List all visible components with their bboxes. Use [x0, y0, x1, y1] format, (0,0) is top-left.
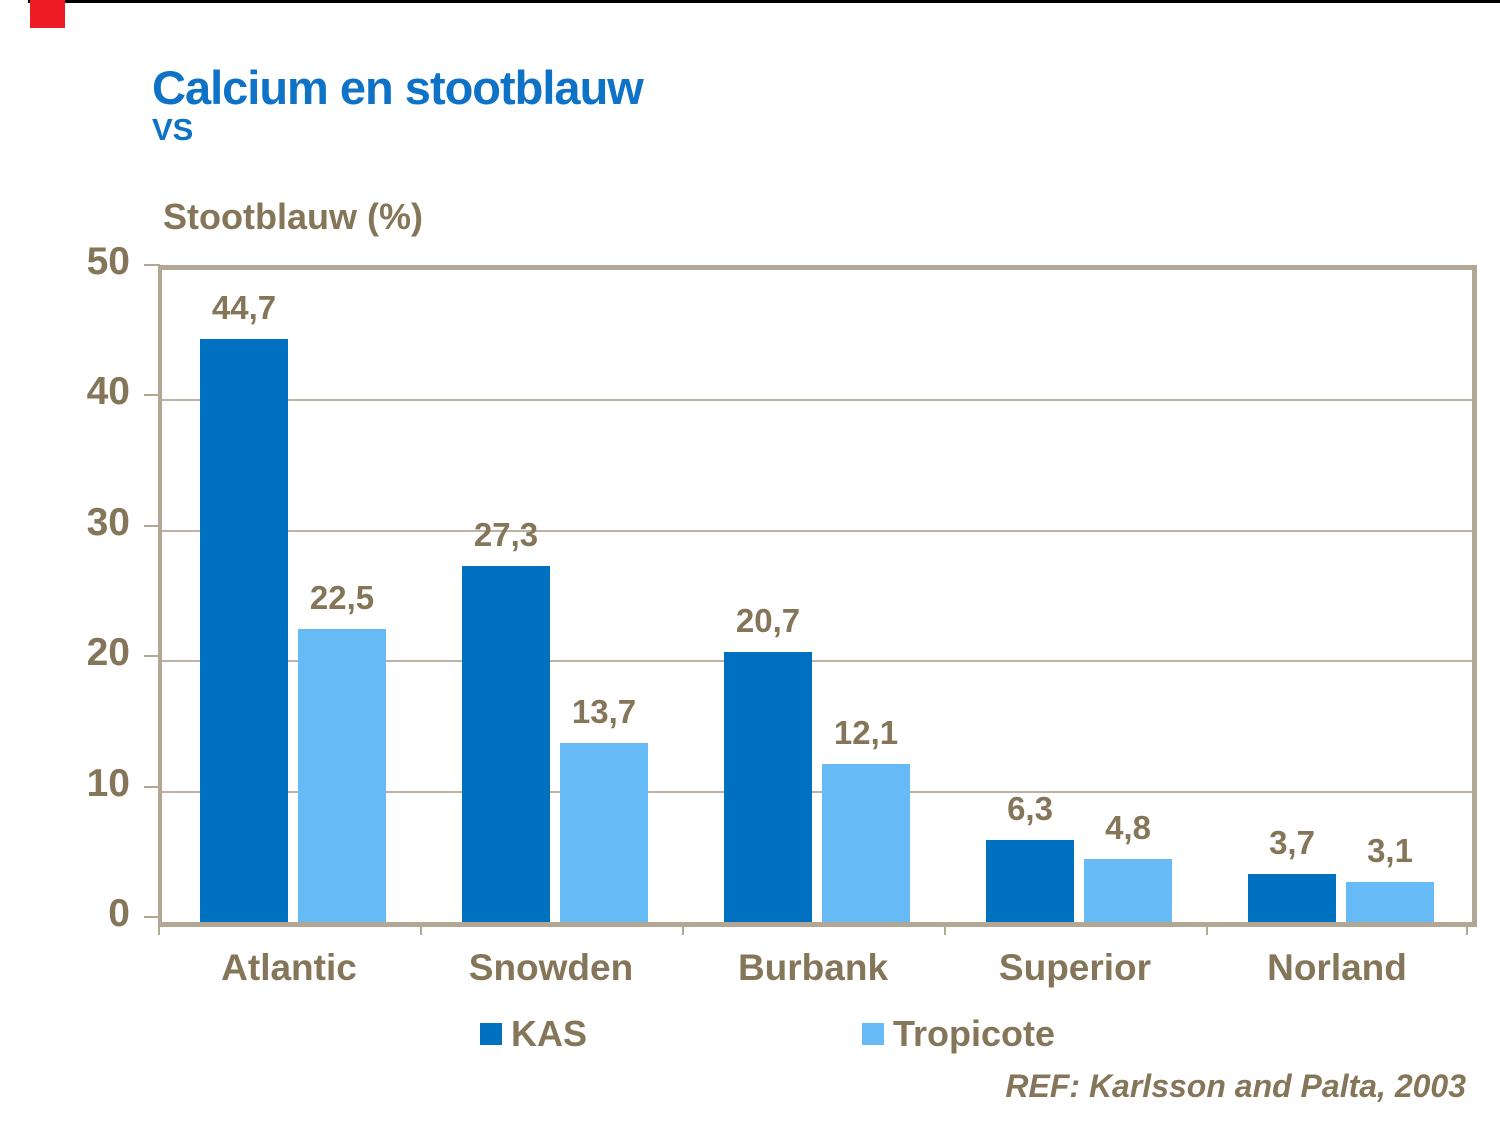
- category-label-burbank: Burbank: [737, 947, 889, 988]
- value-label-tropicote-atlantic: 22,5: [309, 578, 375, 616]
- bar-tropicote-snowden: [560, 743, 648, 922]
- y-tick-mark: [144, 524, 160, 527]
- legend-item-tropicote: Tropicote: [862, 1016, 1055, 1052]
- tropicote-swatch-icon: [862, 1023, 884, 1045]
- x-tick-mark: [420, 922, 422, 935]
- y-axis-title: Stootblauw (%): [163, 196, 423, 237]
- gridline-30: [162, 529, 1472, 532]
- x-tick-mark: [944, 922, 946, 935]
- bar-kas-norland: [1248, 873, 1336, 922]
- bar-tropicote-norland: [1346, 881, 1434, 922]
- bar-kas-atlantic: [200, 339, 288, 922]
- value-label-tropicote-superior: 4,8: [1105, 809, 1151, 847]
- legend-item-kas: KAS: [480, 1016, 587, 1052]
- value-label-kas-norland: 3,7: [1269, 823, 1315, 861]
- x-tick-mark: [1206, 922, 1208, 935]
- bar-tropicote-burbank: [822, 764, 910, 922]
- y-tick-label-30: 30: [86, 500, 130, 544]
- bar-kas-snowden: [462, 566, 550, 922]
- y-tick-mark: [144, 785, 160, 788]
- value-label-tropicote-burbank: 12,1: [833, 714, 899, 752]
- legend-label-tropicote: Tropicote: [893, 1013, 1056, 1054]
- y-tick-mark: [144, 264, 160, 266]
- bar-tropicote-atlantic: [298, 628, 386, 922]
- value-label-tropicote-snowden: 13,7: [571, 693, 637, 731]
- category-label-superior: Superior: [998, 947, 1152, 988]
- y-tick-mark: [144, 655, 160, 658]
- y-tick-label-50: 50: [86, 240, 130, 283]
- plot-area: 44,7 22,5 27,3 13,7 20,7 12,1 6,3 4,8 3,7 3,1: [158, 265, 1477, 927]
- page-subtitle: VS: [152, 112, 194, 147]
- bar-kas-burbank: [724, 652, 812, 922]
- gridline-10: [162, 790, 1472, 793]
- value-label-kas-snowden: 27,3: [473, 516, 539, 553]
- x-tick-mark: [682, 922, 684, 935]
- y-tick-label-10: 10: [86, 761, 130, 805]
- y-tick-label-20: 20: [86, 631, 130, 675]
- category-label-snowden: Snowden: [468, 947, 634, 988]
- legend-label-kas: KAS: [511, 1013, 588, 1054]
- reference-note: REF: Karlsson and Palta, 2003: [1005, 1068, 1466, 1104]
- kas-swatch-icon: [480, 1023, 502, 1045]
- value-label-kas-atlantic: 44,7: [211, 289, 277, 327]
- category-label-atlantic: Atlantic: [221, 947, 357, 988]
- page-title: Calcium en stootblauw: [152, 61, 644, 114]
- bar-tropicote-superior: [1084, 859, 1172, 922]
- x-tick-mark: [1466, 922, 1468, 935]
- value-label-kas-superior: 6,3: [1007, 789, 1053, 827]
- value-label-tropicote-norland: 3,1: [1367, 831, 1413, 869]
- top-rule-line: [28, 0, 1500, 3]
- y-tick-mark: [144, 394, 160, 397]
- value-label-kas-burbank: 20,7: [735, 602, 801, 640]
- y-tick-label-0: 0: [108, 892, 130, 935]
- gridline-40: [162, 399, 1472, 402]
- x-tick-mark: [158, 922, 160, 935]
- gridline-20: [162, 660, 1472, 663]
- y-tick-label-40: 40: [86, 370, 130, 414]
- bar-kas-superior: [986, 839, 1074, 922]
- red-accent-block: [30, 0, 65, 28]
- category-label-norland: Norland: [1267, 947, 1407, 988]
- y-tick-mark: [144, 916, 160, 918]
